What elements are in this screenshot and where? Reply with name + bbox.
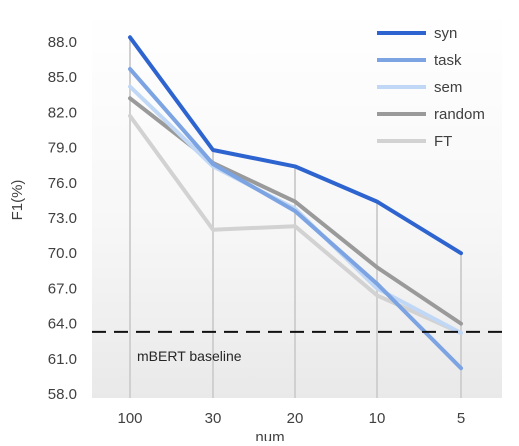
legend: syn task sem random FT xyxy=(377,25,485,150)
y-tick-label: 64.0 xyxy=(48,316,77,333)
y-axis-title: F1(%) xyxy=(9,180,26,221)
x-tick-label: 30 xyxy=(205,410,222,427)
y-tick-label: 85.0 xyxy=(48,69,77,86)
x-axis-title: num xyxy=(255,429,284,441)
baseline-group: mBERT baseline xyxy=(92,330,502,364)
y-tick-label: 61.0 xyxy=(48,351,77,368)
y-tick-label: 76.0 xyxy=(48,175,77,192)
series-line-ft xyxy=(128,113,463,335)
series-lines xyxy=(128,35,463,371)
legend-label: FT xyxy=(434,133,452,150)
series-line-task xyxy=(128,67,463,371)
y-tick-label: 67.0 xyxy=(48,280,77,297)
legend-label: task xyxy=(434,52,462,69)
baseline-label: mBERT baseline xyxy=(137,348,242,364)
y-tick-label: 88.0 xyxy=(48,34,77,51)
y-tick-label: 82.0 xyxy=(48,104,77,121)
x-tick-label: 5 xyxy=(457,410,465,427)
y-tick-label: 73.0 xyxy=(48,210,77,227)
legend-item-task: task xyxy=(377,52,462,69)
legend-item-ft: FT xyxy=(377,133,452,150)
legend-item-random: random xyxy=(377,106,485,123)
y-tick-label: 70.0 xyxy=(48,245,77,262)
legend-label: sem xyxy=(434,79,462,96)
y-tick-label: 79.0 xyxy=(48,140,77,157)
y-axis-ticks: 58.0 61.0 64.0 67.0 70.0 73.0 76.0 79.0 82.0 85.0… xyxy=(48,34,77,403)
y-tick-label: 58.0 xyxy=(48,386,77,403)
x-axis-ticks: 100 30 20 10 5 xyxy=(117,410,465,427)
x-tick-label: 100 xyxy=(117,410,142,427)
series-line-syn xyxy=(128,35,463,256)
legend-label: random xyxy=(434,106,485,123)
x-tick-label: 20 xyxy=(287,410,304,427)
series-line-sem xyxy=(128,84,463,335)
x-tick-label: 10 xyxy=(369,410,386,427)
legend-label: syn xyxy=(434,25,457,42)
legend-item-syn: syn xyxy=(377,25,457,42)
legend-item-sem: sem xyxy=(377,79,462,96)
